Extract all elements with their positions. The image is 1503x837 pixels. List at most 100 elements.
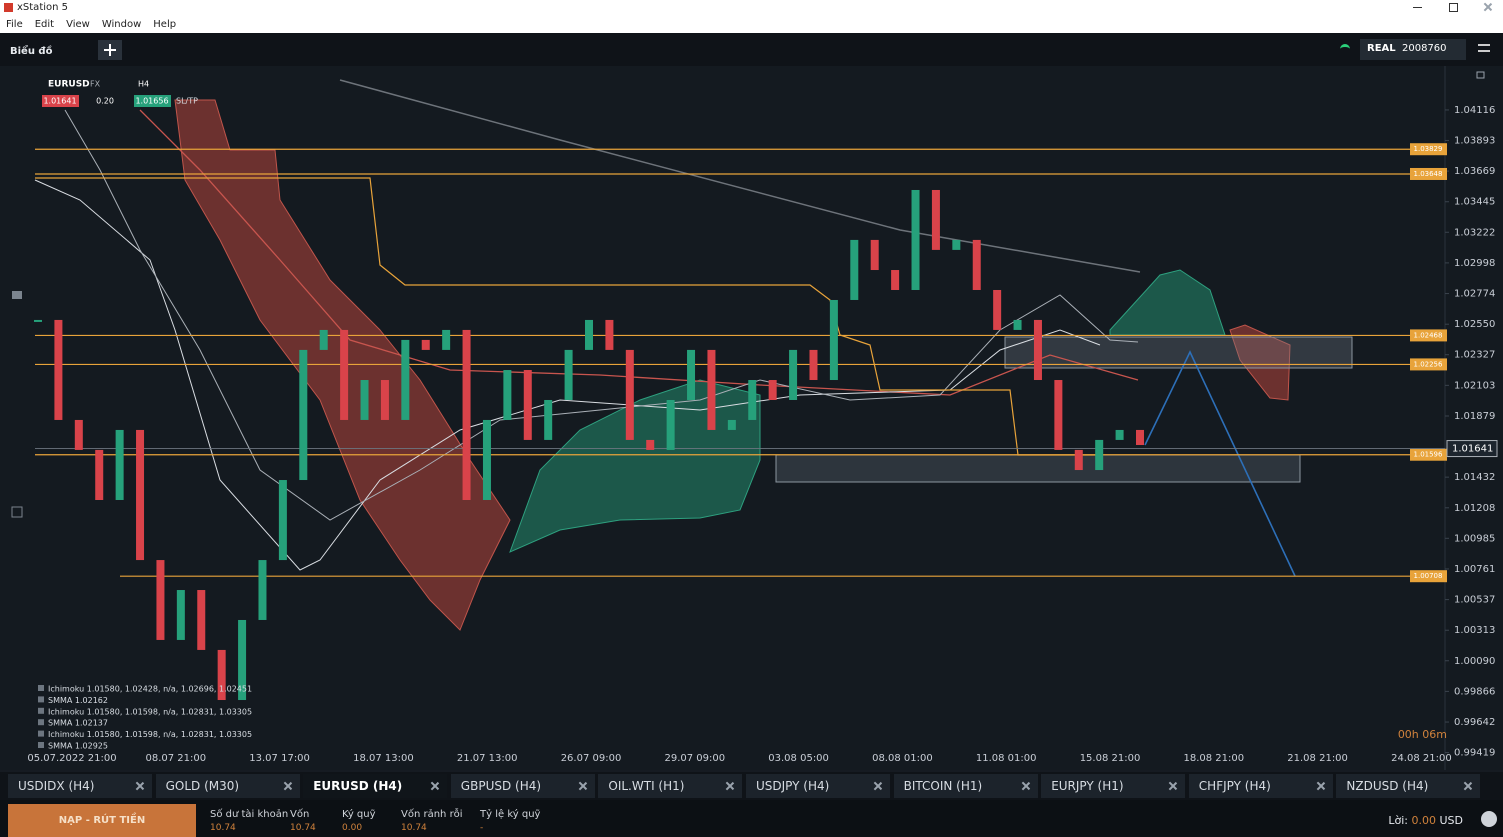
candle (829, 299, 838, 381)
projection-path (1144, 350, 1296, 577)
connection-icon (1340, 44, 1350, 54)
tab-close[interactable] (136, 782, 144, 790)
y-tick-label: 0.99419 (1454, 748, 1495, 759)
account-field-label: Số dư tài khoản (210, 809, 289, 820)
y-tick-label: 1.01432 (1454, 472, 1495, 483)
level-label: 1.00708 (1414, 572, 1443, 580)
account-bar: NẠP - RÚT TIỀN Lời: 0.00 USD Số dư tài k… (0, 800, 1503, 837)
candle (748, 380, 757, 420)
menu-item[interactable]: File (6, 19, 23, 30)
menu-item[interactable]: Help (153, 19, 177, 30)
tab-close[interactable] (726, 782, 734, 790)
chart-tab[interactable]: CHFJPY (H4) (1188, 774, 1333, 798)
indicator-icon (38, 742, 44, 748)
candle (972, 239, 981, 290)
chart-tab[interactable]: NZDUSD (H4) (1336, 774, 1481, 798)
tab-close[interactable] (1169, 782, 1177, 790)
help-button[interactable] (1481, 811, 1497, 827)
chart-tab[interactable]: GOLD (M30) (155, 774, 300, 798)
y-tick-label: 1.03445 (1454, 197, 1495, 208)
candle (564, 349, 573, 400)
level-label-box (1410, 167, 1447, 180)
menu-item[interactable]: Edit (34, 19, 55, 30)
chart-tab[interactable]: BITCOIN (H1) (893, 774, 1038, 798)
candle (1013, 319, 1022, 330)
sltp-button[interactable]: SL/TP (176, 97, 198, 106)
chart-tab[interactable]: GBPUSD (H4) (450, 774, 595, 798)
candle (482, 419, 491, 500)
level-label: 1.02468 (1414, 331, 1443, 339)
tab-close[interactable] (1464, 782, 1472, 790)
candle (156, 560, 165, 640)
candle (340, 329, 349, 420)
title-bar: xStation 5 (0, 0, 1503, 16)
candle (462, 329, 471, 500)
account-id: 2008760 (1402, 43, 1447, 54)
candle (707, 349, 716, 430)
candle (605, 319, 614, 350)
maximize-button[interactable] (1449, 3, 1458, 12)
sell-button[interactable] (42, 95, 79, 107)
indicator-icon (38, 719, 44, 726)
candle (238, 619, 247, 701)
chart-tab[interactable]: EURUSD (H4) (303, 774, 448, 798)
currency: USD (1439, 814, 1463, 827)
candle (299, 349, 308, 481)
y-tick-label: 1.00537 (1454, 595, 1495, 606)
candle (727, 419, 736, 430)
indicator-drawings (11, 71, 1485, 631)
y-tick-label: 1.02327 (1454, 350, 1495, 361)
indicator-label: Ichimoku 1.01580, 1.02428, n/a, 1.02696,… (48, 685, 252, 694)
close-button[interactable] (1482, 1, 1494, 13)
level-label: 1.02256 (1414, 360, 1443, 368)
menu-item[interactable]: Window (101, 19, 142, 30)
chart-tab[interactable]: USDIDX (H4) (8, 774, 152, 798)
profit: Lời: 0.00 USD (1388, 814, 1463, 827)
y-tick-label: 1.02998 (1454, 258, 1495, 269)
candle (952, 239, 961, 250)
tab-close[interactable] (1022, 782, 1030, 790)
chart-tab[interactable]: EURJPY (H1) (1041, 774, 1186, 798)
candle (666, 399, 675, 450)
indicator-icon (38, 730, 44, 737)
account-field-value: 10.74 (401, 823, 427, 833)
candle (687, 349, 696, 400)
account-field: Tỷ lệ ký quỹ - (480, 809, 540, 833)
chart-tab[interactable]: OIL.WTI (H1) (598, 774, 743, 798)
chart-tab[interactable]: Biểu đồ (10, 46, 53, 57)
candle (442, 329, 451, 350)
tab-close[interactable] (874, 782, 882, 790)
resistance-zone (1004, 336, 1353, 369)
menu-item[interactable]: View (66, 19, 90, 30)
account-selector[interactable]: REAL 2008760 (1360, 39, 1466, 60)
menu-icon[interactable] (1478, 44, 1490, 52)
indicator-label: SMMA 1.02925 (48, 742, 108, 751)
ask-price: 1.01656 (135, 97, 168, 106)
buy-button[interactable] (134, 95, 171, 107)
market: FX (90, 80, 101, 89)
minimize-button[interactable] (1413, 7, 1422, 8)
tool-icon[interactable] (11, 506, 23, 518)
level-label-box (1410, 448, 1447, 461)
timeframe[interactable]: H4 (138, 80, 149, 89)
indicator-label: SMMA 1.02162 (48, 696, 108, 705)
volume[interactable]: 0.20 (96, 97, 114, 106)
level-label: 1.01596 (1414, 451, 1443, 459)
expand-icon[interactable] (1476, 71, 1485, 79)
tab-close[interactable] (431, 782, 439, 790)
bid-price: 1.01641 (43, 97, 76, 106)
candle (911, 189, 920, 290)
account-field: Vốn 10.74 (290, 809, 316, 833)
candle (544, 399, 553, 440)
tab-close[interactable] (284, 782, 292, 790)
add-button[interactable] (98, 40, 122, 60)
candle (993, 289, 1002, 330)
chart-tab[interactable]: USDJPY (H4) (746, 774, 890, 798)
tool-icon[interactable] (12, 291, 22, 299)
candle (95, 449, 104, 500)
tab-close[interactable] (579, 782, 587, 790)
deposit-button[interactable]: NẠP - RÚT TIỀN (8, 804, 196, 837)
y-tick-label: 1.04116 (1454, 105, 1495, 116)
tab-close[interactable] (1317, 782, 1325, 790)
ichimoku-cloud-bullish-future (1109, 269, 1226, 336)
